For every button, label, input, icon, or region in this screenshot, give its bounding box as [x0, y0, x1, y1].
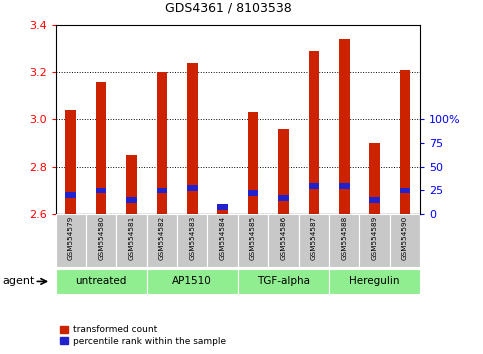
Text: untreated: untreated: [75, 276, 127, 286]
Bar: [96, 188, 106, 193]
Bar: [65, 110, 76, 214]
Bar: [309, 51, 319, 214]
Bar: [187, 185, 198, 191]
Text: GSM554579: GSM554579: [68, 216, 74, 260]
Text: Heregulin: Heregulin: [349, 276, 400, 286]
Bar: [56, 269, 147, 294]
Bar: [369, 143, 380, 214]
Bar: [238, 269, 329, 294]
Text: GSM554589: GSM554589: [371, 216, 378, 260]
Text: GSM554580: GSM554580: [98, 216, 104, 260]
Bar: [278, 129, 289, 214]
Bar: [248, 112, 258, 214]
Bar: [208, 214, 238, 267]
Bar: [339, 183, 350, 189]
Text: GSM554583: GSM554583: [189, 216, 195, 260]
Bar: [116, 214, 147, 267]
Bar: [369, 197, 380, 203]
Bar: [156, 188, 167, 193]
Text: GSM554584: GSM554584: [220, 216, 226, 260]
Text: GDS4361 / 8103538: GDS4361 / 8103538: [165, 1, 292, 14]
Text: GSM554582: GSM554582: [159, 216, 165, 260]
Bar: [65, 192, 76, 198]
Bar: [248, 190, 258, 196]
Bar: [400, 70, 411, 214]
Bar: [187, 63, 198, 214]
Text: agent: agent: [2, 276, 35, 286]
Text: GSM554585: GSM554585: [250, 216, 256, 260]
Text: GSM554590: GSM554590: [402, 216, 408, 260]
Bar: [298, 214, 329, 267]
Bar: [126, 197, 137, 203]
Text: TGF-alpha: TGF-alpha: [257, 276, 310, 286]
Text: GSM554581: GSM554581: [128, 216, 135, 260]
Bar: [400, 188, 411, 193]
Bar: [268, 214, 298, 267]
Bar: [217, 204, 228, 210]
Bar: [177, 214, 208, 267]
Bar: [238, 214, 268, 267]
Bar: [390, 214, 420, 267]
Bar: [96, 81, 106, 214]
Bar: [56, 214, 86, 267]
Bar: [359, 214, 390, 267]
Bar: [278, 195, 289, 201]
Bar: [86, 214, 116, 267]
Text: GSM554587: GSM554587: [311, 216, 317, 260]
Bar: [217, 205, 228, 214]
Bar: [156, 72, 167, 214]
Bar: [147, 214, 177, 267]
Text: GSM554588: GSM554588: [341, 216, 347, 260]
Bar: [309, 183, 319, 189]
Text: GSM554586: GSM554586: [281, 216, 286, 260]
Bar: [147, 269, 238, 294]
Bar: [329, 269, 420, 294]
Bar: [126, 155, 137, 214]
Bar: [339, 39, 350, 214]
Text: AP1510: AP1510: [172, 276, 212, 286]
Legend: transformed count, percentile rank within the sample: transformed count, percentile rank withi…: [60, 325, 226, 346]
Bar: [329, 214, 359, 267]
